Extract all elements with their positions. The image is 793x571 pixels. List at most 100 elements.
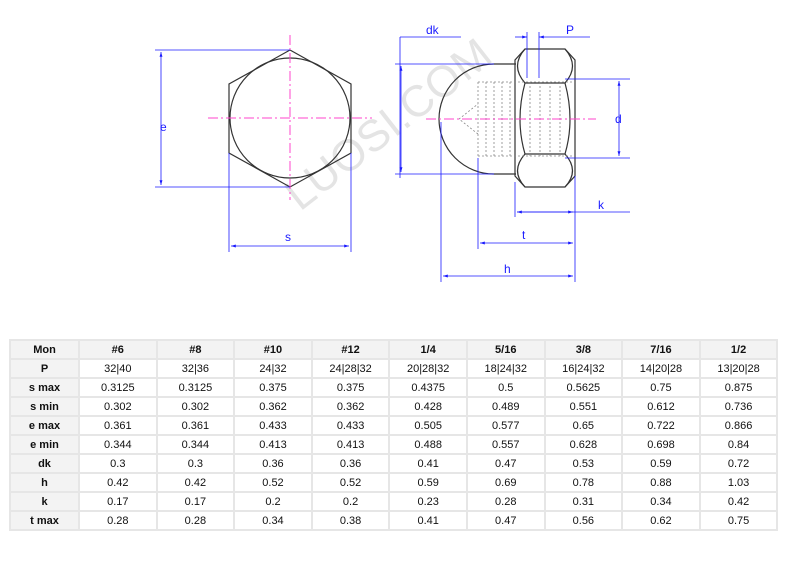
table-cell: 0.736 xyxy=(698,396,779,417)
table-cell: 0.433 xyxy=(233,415,313,436)
table-cell: 0.361 xyxy=(155,415,236,436)
table-cell: 0.28 xyxy=(465,491,546,512)
table-cell: 0.612 xyxy=(621,396,701,417)
table-cell: 32|40 xyxy=(78,358,158,379)
dim-d xyxy=(565,78,630,159)
table-cell: 0.302 xyxy=(78,396,158,417)
table-cell: 0.69 xyxy=(465,472,546,493)
table-cell: 0.5625 xyxy=(543,377,624,398)
table-cell: 0.375 xyxy=(310,377,391,398)
table-row: h 0.42 0.42 0.52 0.52 0.59 0.69 0.78 0.88 1.03 xyxy=(9,472,779,493)
table-cell: 0.428 xyxy=(388,396,468,417)
header-size: #10 xyxy=(233,339,313,360)
header-size: 1/2 xyxy=(698,339,779,360)
table-cell: 32|36 xyxy=(155,358,236,379)
table-cell: 0.56 xyxy=(543,510,624,531)
table-cell: 0.344 xyxy=(155,434,236,455)
header-size: #12 xyxy=(310,339,391,360)
table-cell: 0.551 xyxy=(543,396,624,417)
table-cell: 0.488 xyxy=(388,434,468,455)
table-cell: 0.23 xyxy=(388,491,468,512)
dim-h xyxy=(440,122,573,282)
table-cell: 0.53 xyxy=(543,453,624,474)
table-cell: 16|24|32 xyxy=(543,358,624,379)
table-cell: 0.41 xyxy=(388,453,468,474)
table-cell: 0.17 xyxy=(155,491,236,512)
table-cell: 0.302 xyxy=(155,396,236,417)
label-t: t xyxy=(522,228,526,242)
table-cell: 0.36 xyxy=(233,453,313,474)
label-k: k xyxy=(598,198,605,212)
table-cell: 0.72 xyxy=(698,453,779,474)
watermark: LUOSI.COM xyxy=(276,29,501,220)
header-size: 5/16 xyxy=(465,339,546,360)
table-cell: 0.413 xyxy=(310,434,391,455)
table-cell: 14|20|28 xyxy=(621,358,701,379)
row-label: dk xyxy=(9,453,80,474)
row-label: h xyxy=(9,472,80,493)
table-cell: 0.42 xyxy=(78,472,158,493)
header-size: 3/8 xyxy=(543,339,624,360)
label-e: e xyxy=(160,120,167,134)
table-cell: 0.47 xyxy=(465,510,546,531)
label-s: s xyxy=(285,230,291,244)
table-cell: 0.34 xyxy=(233,510,313,531)
table-cell: 18|24|32 xyxy=(465,358,546,379)
table-cell: 0.17 xyxy=(78,491,158,512)
table-cell: 0.42 xyxy=(155,472,236,493)
table-row: s max 0.3125 0.3125 0.375 0.375 0.4375 0.5 0.56… xyxy=(9,377,779,398)
table-cell: 0.59 xyxy=(621,453,701,474)
table-cell: 0.84 xyxy=(698,434,779,455)
table-cell: 1.03 xyxy=(698,472,779,493)
row-label: k xyxy=(9,491,80,512)
row-label: t max xyxy=(9,510,80,531)
table-cell: 24|32 xyxy=(233,358,313,379)
table-cell: 0.34 xyxy=(621,491,701,512)
table-cell: 0.3 xyxy=(78,453,158,474)
table-cell: 0.47 xyxy=(465,453,546,474)
spec-table: Mon #6 #8 #10 #12 1/4 5/16 3/8 7/16 1/2 P 32|40 32|… xyxy=(9,339,779,531)
table-cell: 0.88 xyxy=(621,472,701,493)
table-cell: 0.28 xyxy=(155,510,236,531)
header-size: #6 xyxy=(78,339,158,360)
table-cell: 13|20|28 xyxy=(698,358,779,379)
centerlines-top xyxy=(208,35,372,200)
table-cell: 0.3125 xyxy=(78,377,158,398)
table-cell: 0.52 xyxy=(310,472,391,493)
dim-dk xyxy=(395,36,494,178)
table-cell: 0.36 xyxy=(310,453,391,474)
table-cell: 0.78 xyxy=(543,472,624,493)
table-cell: 0.628 xyxy=(543,434,624,455)
table-cell: 20|28|32 xyxy=(388,358,468,379)
label-h: h xyxy=(504,262,511,276)
table-cell: 0.28 xyxy=(78,510,158,531)
table-cell: 0.505 xyxy=(388,415,468,436)
table-cell: 0.62 xyxy=(621,510,701,531)
dim-k xyxy=(514,176,630,282)
table-cell: 0.2 xyxy=(233,491,313,512)
header-size: 1/4 xyxy=(388,339,468,360)
table-cell: 0.875 xyxy=(698,377,779,398)
table-cell: 0.413 xyxy=(233,434,313,455)
table-row: e min 0.344 0.344 0.413 0.413 0.488 0.557 0.628… xyxy=(9,434,779,455)
label-dk: dk xyxy=(426,23,440,37)
row-label: s max xyxy=(9,377,80,398)
table-cell: 0.5 xyxy=(465,377,546,398)
table-cell: 0.41 xyxy=(388,510,468,531)
table-cell: 0.577 xyxy=(465,415,546,436)
table-cell: 0.698 xyxy=(621,434,701,455)
row-label: e max xyxy=(9,415,80,436)
row-label: s min xyxy=(9,396,80,417)
table-cell: 0.31 xyxy=(543,491,624,512)
table-cell: 0.38 xyxy=(310,510,391,531)
header-size: 7/16 xyxy=(621,339,701,360)
table-cell: 0.2 xyxy=(310,491,391,512)
table-cell: 0.362 xyxy=(233,396,313,417)
table-cell: 0.3125 xyxy=(155,377,236,398)
technical-drawing: LUOSI.COM e s xyxy=(155,23,630,282)
table-cell: 0.362 xyxy=(310,396,391,417)
table-cell: 0.59 xyxy=(388,472,468,493)
table-cell: 0.42 xyxy=(698,491,779,512)
table-row: e max 0.361 0.361 0.433 0.433 0.505 0.577 0.65 0… xyxy=(9,415,779,436)
dim-s xyxy=(228,153,352,252)
